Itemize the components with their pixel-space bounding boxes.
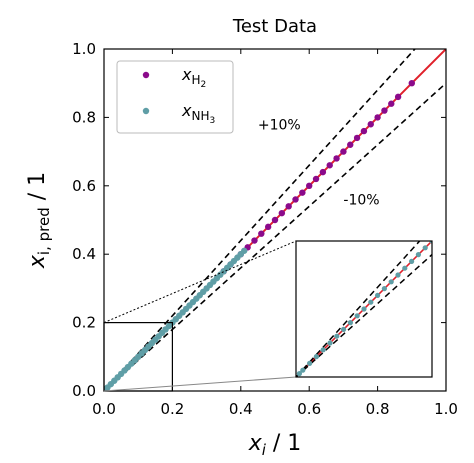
point-h2 — [306, 182, 313, 189]
point-h2 — [319, 168, 327, 176]
x-tick-label: 0.8 — [366, 400, 390, 418]
inset-point-nh3 — [409, 258, 415, 264]
inset-point-nh3 — [422, 245, 428, 251]
zoom-source-box — [103, 322, 174, 392]
point-h2 — [326, 162, 333, 169]
point-h2 — [388, 100, 395, 107]
legend-marker-h2 — [142, 71, 150, 79]
annotation-minus10: -10% — [343, 193, 379, 209]
inset-point-nh3 — [415, 252, 421, 258]
point-h2 — [251, 237, 258, 244]
point-h2 — [278, 209, 286, 217]
point-h2 — [394, 93, 402, 101]
y-tick-label: 1.0 — [72, 40, 96, 58]
point-h2 — [285, 203, 292, 210]
inset-point-nh3 — [300, 367, 306, 373]
x-axis-label: xi / 1 — [248, 431, 302, 459]
chart-title: Test Data — [232, 16, 317, 37]
point-h2 — [367, 121, 374, 128]
point-h2 — [299, 189, 306, 196]
inset-point-nh3 — [395, 272, 401, 278]
legend-box — [116, 60, 234, 134]
inset-point-nh3 — [429, 241, 432, 244]
x-tick-label: 1.0 — [434, 400, 458, 418]
y-tick-label: 0.4 — [72, 245, 96, 263]
plot-area — [104, 49, 446, 391]
inset-point-nh3 — [327, 340, 333, 346]
y-tick-label: 0.0 — [72, 382, 96, 400]
legend-label-h2: xH2 — [181, 65, 206, 90]
legend-label-nh3: xNH3 — [181, 101, 215, 126]
y-tick-label: 0.6 — [72, 177, 96, 195]
inset-point-nh3 — [307, 360, 313, 366]
inset-point-nh3 — [388, 279, 394, 285]
legend-marker-nh3 — [142, 107, 150, 115]
point-h2 — [258, 230, 265, 237]
inset-point-nh3 — [368, 299, 374, 305]
x-tick-label: 0.2 — [160, 400, 184, 418]
inset-point-nh3 — [334, 333, 340, 339]
point-h2 — [381, 107, 388, 114]
inset-point-nh3 — [361, 306, 367, 312]
point-h2 — [408, 80, 415, 87]
inset-point-nh3 — [296, 371, 302, 377]
legend: xH2 xNH3 — [116, 60, 234, 134]
point-h2 — [353, 134, 361, 142]
inset-upper-tolerance-line — [296, 241, 421, 377]
inset-point-nh3 — [375, 292, 381, 298]
axes-frame — [103, 48, 447, 392]
upper-tolerance-line — [104, 49, 416, 391]
y-axis-label: xi, pred / 1 — [25, 172, 53, 269]
x-tick-label: 0.6 — [297, 400, 321, 418]
point-h2 — [292, 196, 299, 203]
inset-point-nh3 — [402, 265, 408, 271]
x-tick-label: 0.4 — [229, 400, 253, 418]
inset-point-nh3 — [313, 354, 319, 360]
point-h2 — [271, 216, 279, 224]
x-tick-label: 0.0 — [92, 400, 116, 418]
y-tick-label: 0.8 — [72, 108, 96, 126]
point-h2 — [347, 141, 354, 148]
inset-point-nh3 — [381, 286, 387, 292]
inset-frame — [295, 240, 433, 378]
inset-point-nh3 — [354, 313, 360, 319]
point-h2 — [340, 148, 347, 155]
point-h2 — [333, 155, 340, 162]
point-h2 — [312, 175, 320, 183]
point-nh3 — [241, 247, 248, 254]
zoom-connector-bottom — [103, 376, 297, 392]
inset-plot-area — [296, 241, 432, 377]
y-tick-label: 0.2 — [72, 314, 96, 332]
inset-point-nh3 — [320, 347, 326, 353]
lower-tolerance-line — [104, 82, 446, 391]
inset-point-nh3 — [347, 320, 353, 326]
annotation-plus10: +10% — [258, 117, 301, 133]
zoom-connector-top — [103, 240, 297, 324]
point-h2 — [374, 114, 381, 121]
inset-point-nh3 — [341, 326, 347, 332]
point-h2 — [264, 223, 272, 231]
point-h2 — [360, 127, 368, 135]
